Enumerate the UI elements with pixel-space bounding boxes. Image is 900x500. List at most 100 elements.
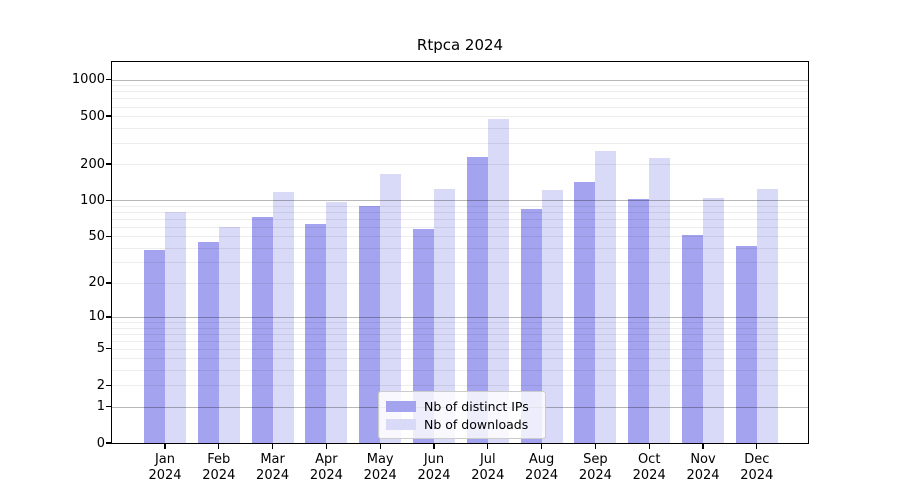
bar-distinct-ips-jan — [144, 250, 165, 443]
y-tick-mark-10 — [106, 316, 111, 318]
bar-distinct-ips-sep — [574, 181, 596, 443]
x-tick-year: 2024 — [471, 468, 505, 483]
y-tick-label-2: 2 — [96, 377, 105, 393]
bar-downloads-jun — [434, 188, 455, 443]
x-tick-mark-sep — [594, 444, 597, 449]
legend-swatch-downloads — [386, 418, 416, 430]
x-tick-month: Nov — [690, 452, 716, 467]
y-tick-label-500: 500 — [80, 108, 105, 124]
x-tick-year: 2024 — [686, 468, 720, 483]
y-tick-mark-0 — [106, 442, 111, 444]
x-tick-month: Feb — [207, 452, 231, 467]
x-tick-label-mar: Mar 2024 — [243, 452, 303, 484]
x-tick-label-apr: Apr 2024 — [296, 452, 356, 484]
bar-distinct-ips-feb — [197, 241, 219, 443]
y-tick-mark-500 — [106, 115, 111, 117]
y-tick-label-0: 0 — [96, 435, 105, 451]
y-tick-mark-1000 — [106, 79, 111, 81]
x-tick-mark-nov — [702, 444, 704, 449]
y-tick-label-50: 50 — [88, 228, 105, 244]
bar-distinct-ips-mar — [251, 216, 273, 443]
y-tick-label-100: 100 — [80, 192, 105, 208]
x-tick-label-may: May 2024 — [350, 452, 410, 484]
x-tick-mark-jan — [164, 444, 166, 449]
y-tick-label-20: 20 — [88, 275, 105, 291]
x-tick-label-jun: Jun 2024 — [404, 452, 464, 484]
bar-distinct-ips-jun — [413, 228, 434, 443]
x-tick-label-nov: Nov 2024 — [673, 452, 733, 484]
bar-downloads-dec — [756, 188, 778, 443]
y-tick-label-200: 200 — [80, 156, 105, 172]
x-tick-year: 2024 — [578, 468, 612, 483]
x-tick-year: 2024 — [417, 468, 451, 483]
bar-downloads-nov — [703, 197, 724, 443]
bar-downloads-feb — [218, 226, 240, 443]
legend-label-downloads: Nb of downloads — [424, 416, 529, 432]
x-tick-mark-feb — [218, 444, 220, 449]
bar-distinct-ips-aug — [520, 209, 542, 443]
x-tick-mark-apr — [325, 444, 328, 449]
x-tick-label-feb: Feb 2024 — [189, 452, 249, 484]
x-tick-year: 2024 — [202, 468, 236, 483]
bar-downloads-oct — [649, 157, 671, 443]
x-tick-mark-mar — [271, 444, 274, 449]
x-tick-month: Aug — [528, 452, 555, 467]
x-tick-year: 2024 — [148, 468, 182, 483]
x-tick-mark-dec — [756, 444, 758, 449]
bar-distinct-ips-nov — [682, 235, 703, 443]
bar-distinct-ips-dec — [735, 246, 757, 443]
y-tick-label-10: 10 — [88, 309, 105, 325]
x-tick-year: 2024 — [309, 468, 343, 483]
y-tick-label-1: 1 — [96, 399, 105, 414]
y-tick-mark-100 — [106, 199, 111, 201]
y-tick-mark-2 — [106, 384, 111, 386]
x-tick-mark-aug — [540, 444, 543, 449]
x-tick-year: 2024 — [256, 468, 290, 483]
x-tick-label-jul: Jul 2024 — [458, 452, 518, 484]
chart-title: Rtpca 2024 — [416, 36, 504, 54]
bar-distinct-ips-oct — [628, 198, 650, 443]
legend: Nb of distinct IPs Nb of downloads — [378, 391, 546, 439]
x-tick-month: Jan — [154, 452, 176, 467]
x-tick-month: Apr — [315, 452, 338, 467]
x-tick-month: Sep — [583, 452, 608, 467]
x-tick-month: Dec — [744, 452, 770, 467]
y-tick-mark-200 — [106, 163, 111, 165]
x-tick-label-aug: Aug 2024 — [512, 452, 572, 484]
x-tick-month: Oct — [637, 452, 661, 467]
y-tick-mark-20 — [106, 282, 111, 284]
x-tick-year: 2024 — [740, 468, 774, 483]
bar-downloads-sep — [595, 150, 617, 443]
x-tick-month: May — [366, 452, 394, 467]
x-tick-year: 2024 — [525, 468, 559, 483]
x-tick-mark-jun — [433, 444, 435, 449]
bar-downloads-may — [380, 173, 402, 443]
x-tick-mark-may — [379, 444, 381, 449]
y-tick-mark-1 — [106, 405, 111, 408]
legend-row-downloads: Nb of downloads — [386, 415, 538, 433]
x-tick-label-oct: Oct 2024 — [619, 452, 679, 484]
legend-swatch-distinct-ips — [386, 400, 416, 412]
bar-downloads-mar — [272, 192, 294, 443]
x-tick-mark-jul — [487, 444, 489, 449]
x-tick-month: Jun — [423, 452, 445, 467]
x-tick-year: 2024 — [632, 468, 666, 483]
x-tick-mark-oct — [648, 444, 650, 449]
legend-row-distinct-ips: Nb of distinct IPs — [386, 397, 538, 415]
bar-downloads-jul — [487, 119, 509, 443]
x-tick-label-sep: Sep 2024 — [565, 452, 625, 484]
bar-distinct-ips-apr — [305, 224, 327, 443]
x-tick-label-jan: Jan 2024 — [135, 452, 195, 484]
bar-distinct-ips-jul — [466, 157, 488, 443]
x-tick-month: Mar — [260, 452, 285, 467]
x-tick-label-dec: Dec 2024 — [727, 452, 787, 484]
bar-downloads-apr — [326, 201, 348, 443]
bar-downloads-aug — [541, 190, 563, 443]
legend-label-distinct-ips: Nb of distinct IPs — [424, 398, 529, 414]
y-tick-mark-50 — [106, 235, 111, 237]
bar-distinct-ips-may — [359, 205, 381, 443]
y-tick-label-1000: 1000 — [71, 72, 105, 88]
bar-downloads-jan — [165, 211, 186, 443]
